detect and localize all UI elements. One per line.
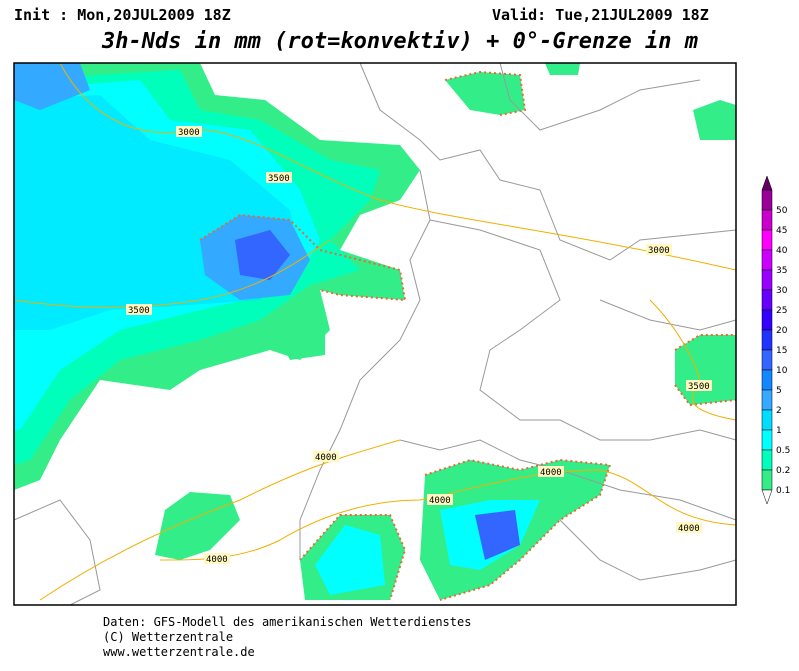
isoline-label: 4000: [206, 555, 228, 565]
freezing-level-isolines: [13, 62, 737, 601]
isoline-label: 4000: [678, 524, 700, 534]
map-title: 3h-Nds in mm (rot=konvektiv) + 0°-Grenze…: [101, 29, 698, 54]
legend-swatch: [761, 249, 773, 271]
isoline-label: 3000: [648, 246, 670, 256]
legend-swatch: [761, 449, 773, 471]
legend-swatch: [761, 389, 773, 411]
footer-source: Daten: GFS-Modell des amerikanischen Wet…: [103, 615, 471, 629]
legend-swatch: [761, 469, 773, 491]
map: 3000 3500 3500 3000 3500 4000 4000 4000 …: [13, 62, 737, 606]
legend-label: 15: [776, 346, 787, 356]
isoline-label: 4000: [540, 468, 562, 478]
init-time: Init : Mon,20JUL2009 18Z: [14, 6, 231, 24]
legend-swatch: [761, 349, 773, 371]
legend-label: 2: [776, 406, 782, 416]
legend-label: 45: [776, 226, 787, 236]
isoline-label: 4000: [315, 453, 337, 463]
legend-swatch: [761, 409, 773, 431]
legend-swatch: [761, 369, 773, 391]
legend-swatch: [761, 329, 773, 351]
legend-label: 0.2: [776, 466, 790, 476]
isoline-label: 3500: [128, 306, 150, 316]
legend-swatch: [761, 189, 773, 211]
legend-swatch: [761, 309, 773, 331]
isoline-label: 4000: [429, 496, 451, 506]
legend-label: 10: [776, 366, 788, 376]
legend: 50 45 40 35 30 25 20 15 10 5 2 1 0.5 0.2 0.1: [761, 175, 790, 505]
legend-swatch: [761, 229, 773, 251]
legend-label: 5: [776, 386, 782, 396]
footer-url: www.wetterzentrale.de: [103, 645, 255, 659]
legend-swatch: [761, 269, 773, 291]
footer-copyright: (C) Wetterzentrale: [103, 630, 233, 644]
convective-outlines: [199, 70, 737, 601]
valid-time: Valid: Tue,21JUL2009 18Z: [492, 6, 709, 24]
isoline-label: 3500: [688, 382, 710, 392]
legend-label: 0.1: [776, 486, 790, 496]
legend-swatch: [761, 289, 773, 311]
legend-label: 40: [776, 246, 788, 256]
borders: [13, 62, 737, 606]
legend-cap-top: [761, 175, 773, 191]
legend-swatch: [761, 429, 773, 451]
legend-label: 50: [776, 206, 788, 216]
legend-cap-bottom: [761, 489, 773, 505]
legend-label: 35: [776, 266, 787, 276]
legend-label: 30: [776, 286, 788, 296]
legend-swatch: [761, 209, 773, 231]
legend-label: 20: [776, 326, 788, 336]
isoline-label: 3000: [178, 128, 200, 138]
legend-label: 1: [776, 426, 782, 436]
legend-label: 25: [776, 306, 787, 316]
legend-label: 0.5: [776, 446, 790, 456]
isoline-label: 3500: [268, 174, 290, 184]
